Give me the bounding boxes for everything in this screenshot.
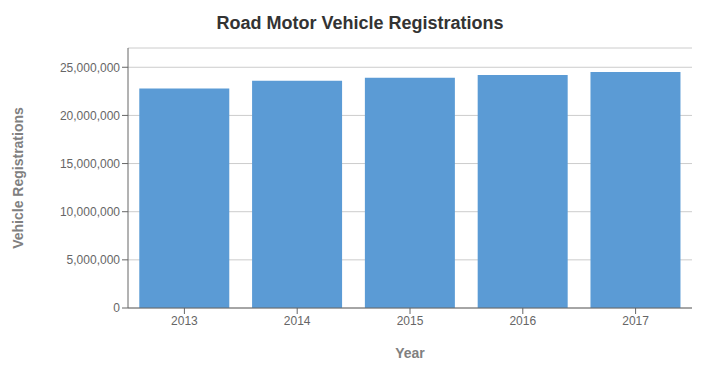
- svg-text:Vehicle Registrations: Vehicle Registrations: [10, 107, 26, 249]
- svg-text:25,000,000: 25,000,000: [60, 61, 120, 75]
- svg-text:Year: Year: [395, 345, 425, 361]
- svg-text:2017: 2017: [622, 314, 649, 328]
- html-text:Road Motor Vehicle Registratio: Road Motor Vehicle Registrations: [216, 13, 504, 33]
- svg-text:5,000,000: 5,000,000: [67, 253, 121, 267]
- svg-text:2013: 2013: [171, 314, 198, 328]
- svg-text:2014: 2014: [284, 314, 311, 328]
- svg-text:20,000,000: 20,000,000: [60, 109, 120, 123]
- svg-text:2015: 2015: [397, 314, 424, 328]
- svg-text:0: 0: [113, 301, 120, 315]
- svg-text:2016: 2016: [509, 314, 536, 328]
- svg-text:10,000,000: 10,000,000: [60, 205, 120, 219]
- svg-text:15,000,000: 15,000,000: [60, 157, 120, 171]
